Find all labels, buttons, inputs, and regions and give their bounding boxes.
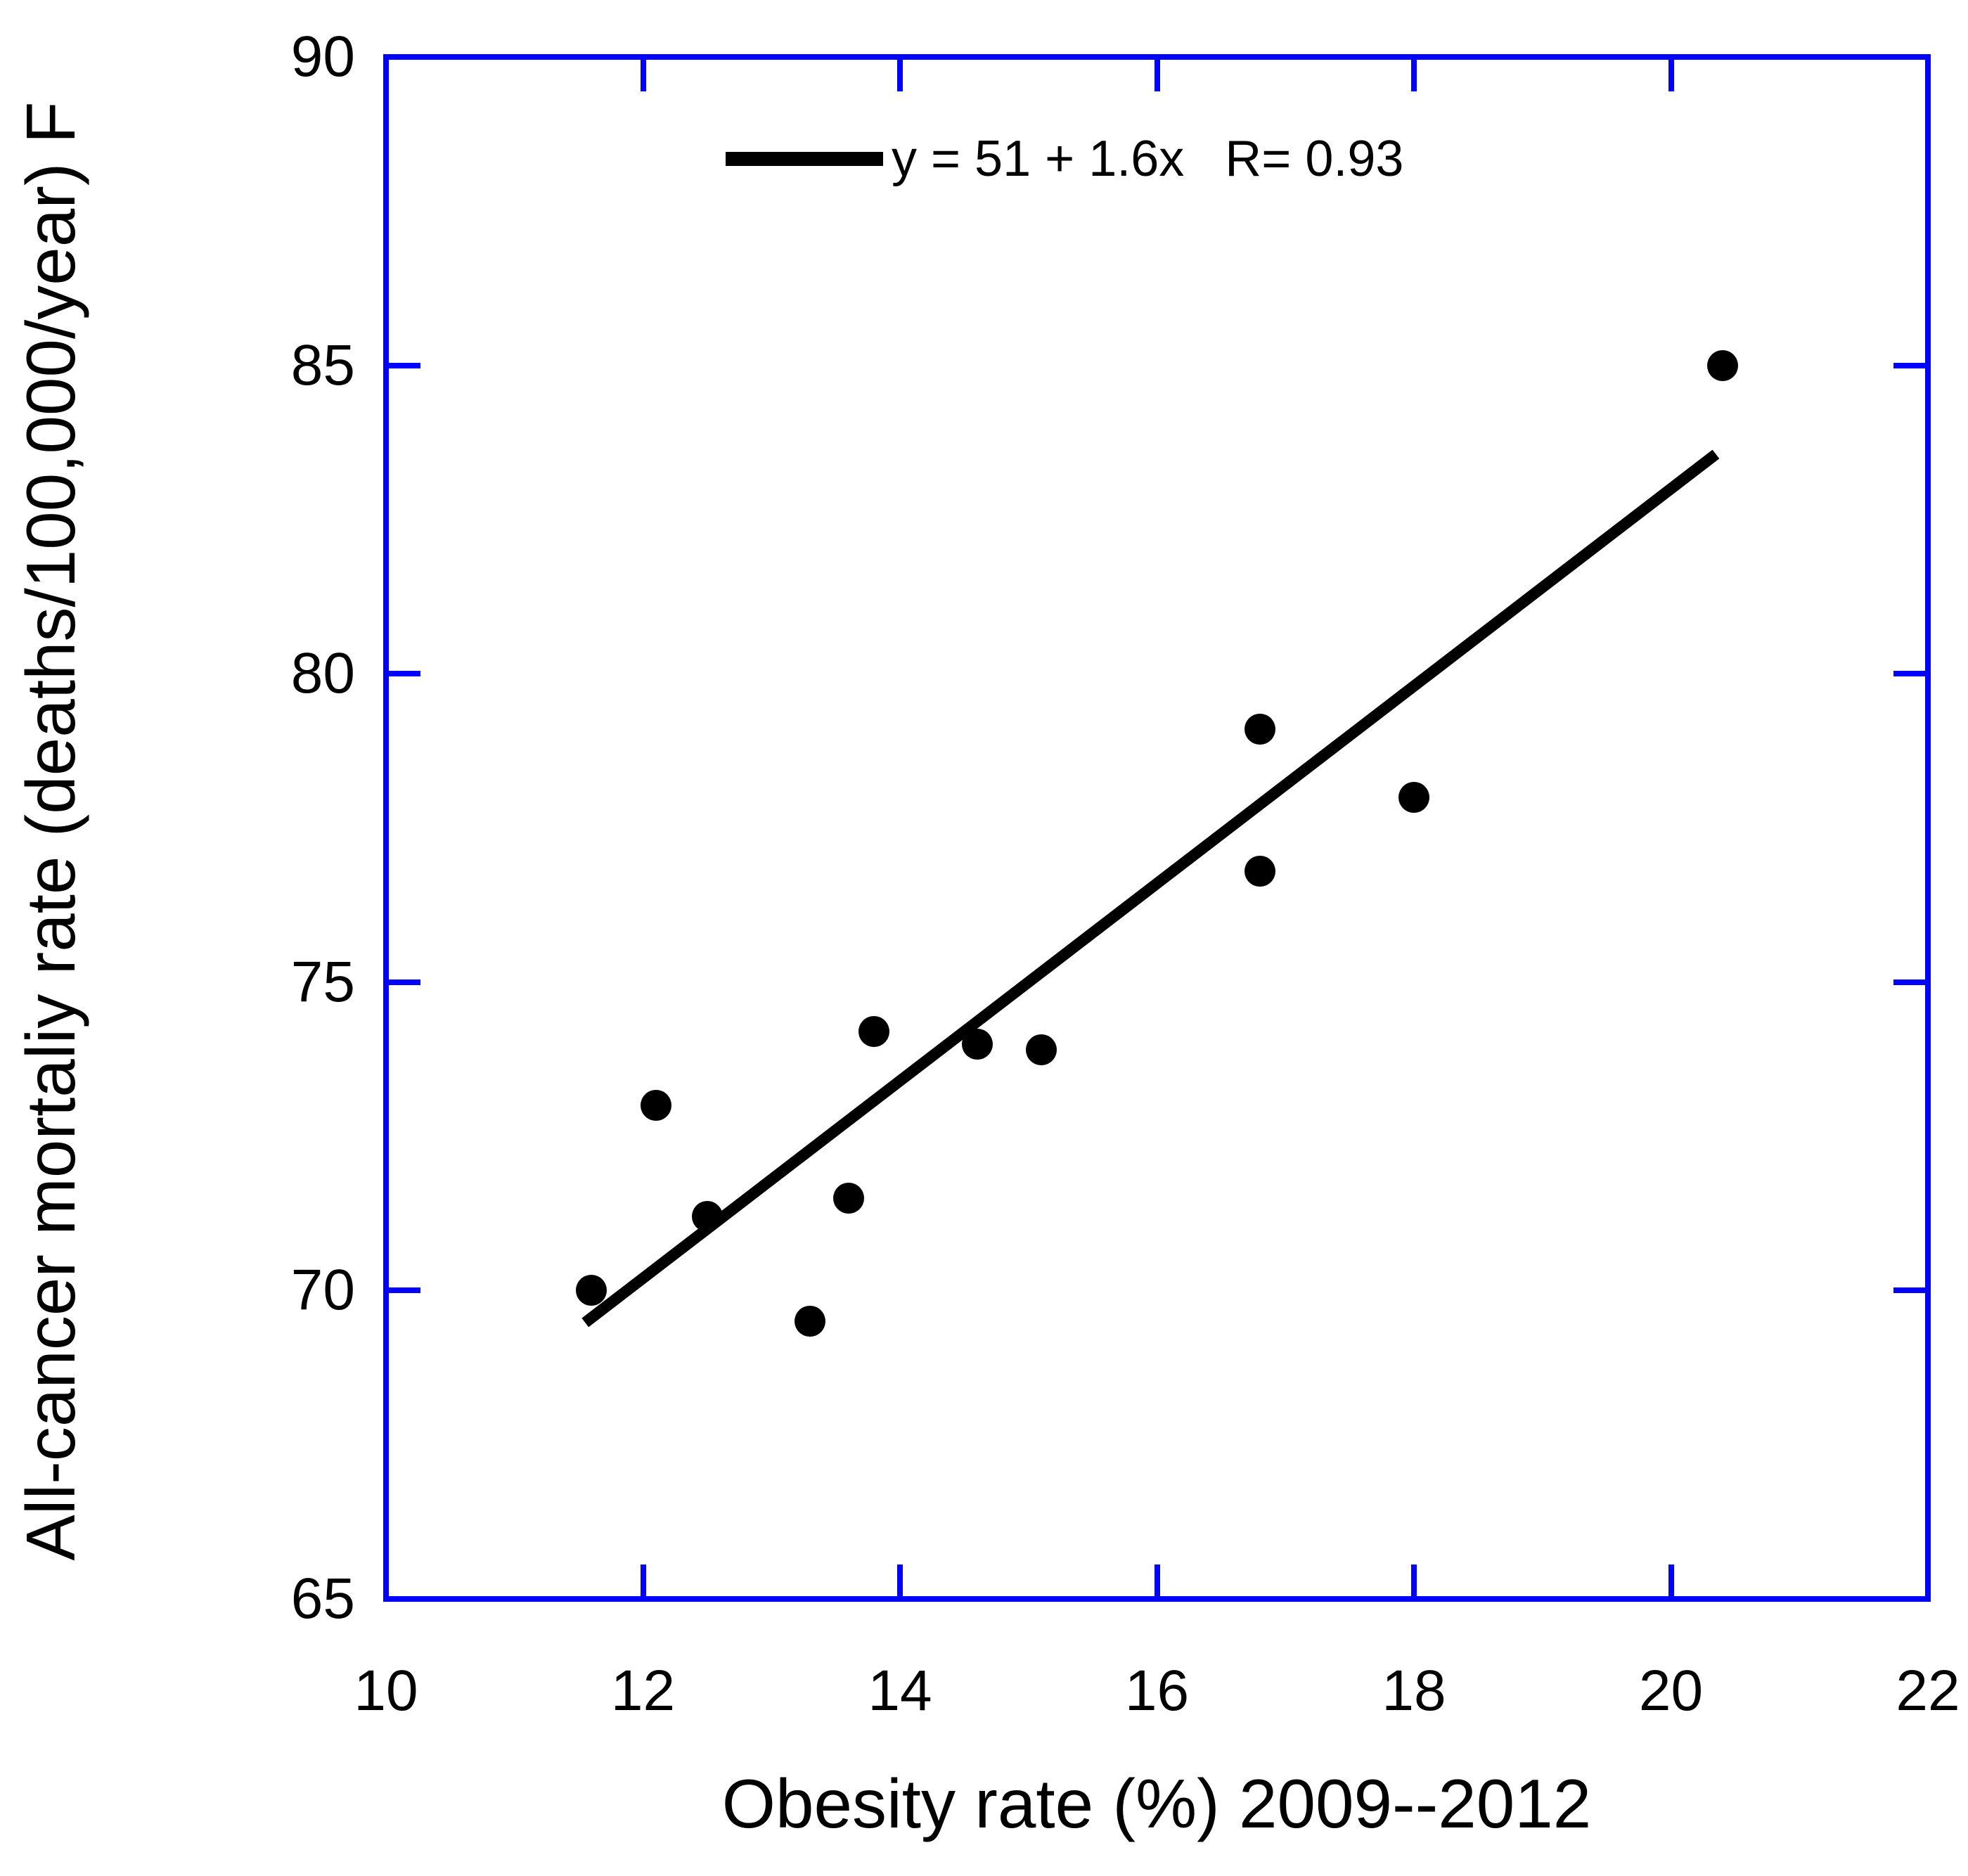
x-tick-top (640, 60, 646, 91)
y-tick-label: 80 (290, 641, 355, 706)
x-tick-label: 20 (1638, 1659, 1704, 1723)
data-point (1244, 855, 1275, 887)
y-tick-right (1893, 1287, 1925, 1294)
x-tick-bottom (1411, 1565, 1417, 1596)
x-tick-label: 12 (610, 1659, 676, 1723)
data-point (858, 1015, 890, 1047)
legend-r-value: R= 0.93 (1225, 131, 1404, 187)
plot-frame (383, 54, 1931, 1602)
x-tick-label: 10 (354, 1659, 418, 1723)
fit-legend: y = 51 + 1.6x R= 0.93 (726, 130, 1403, 188)
data-point (691, 1201, 723, 1233)
data-point (1244, 714, 1275, 745)
legend-equation: y = 51 + 1.6x (892, 131, 1185, 187)
x-tick-top (897, 60, 903, 91)
data-point (1706, 349, 1738, 381)
data-point (1026, 1034, 1057, 1066)
data-point (640, 1090, 671, 1122)
x-tick-label: 14 (868, 1659, 932, 1723)
x-tick-top (1154, 60, 1160, 91)
x-tick-bottom (640, 1565, 646, 1596)
y-tick-right (1893, 362, 1925, 368)
x-axis-title: Obesity rate (%) 2009--2012 (721, 1765, 1592, 1842)
data-point (1398, 781, 1429, 813)
y-tick-label: 65 (290, 1567, 355, 1631)
data-point (795, 1306, 826, 1337)
y-tick-left (389, 671, 420, 677)
x-tick-bottom (1668, 1565, 1674, 1596)
data-point (832, 1182, 864, 1214)
x-tick-label: 16 (1124, 1659, 1190, 1723)
y-tick-label: 75 (290, 949, 355, 1014)
y-axis-title: All-cancer mortaliy rate (deaths/100,000… (12, 101, 89, 1561)
x-tick-top (1411, 60, 1417, 91)
x-tick-label: 18 (1382, 1659, 1446, 1723)
data-point (961, 1028, 993, 1060)
data-point (576, 1275, 607, 1306)
y-tick-label: 85 (290, 333, 355, 397)
y-tick-left (389, 1287, 420, 1294)
legend-line-sample (726, 152, 883, 166)
y-tick-label: 70 (290, 1258, 355, 1323)
y-tick-left (389, 362, 420, 368)
x-tick-bottom (1154, 1565, 1160, 1596)
y-tick-right (1893, 671, 1925, 677)
x-tick-top (1668, 60, 1674, 91)
y-tick-left (389, 979, 420, 985)
y-tick-right (1893, 979, 1925, 985)
x-tick-label: 22 (1896, 1659, 1960, 1723)
y-tick-label: 90 (290, 25, 355, 89)
x-tick-bottom (897, 1565, 903, 1596)
